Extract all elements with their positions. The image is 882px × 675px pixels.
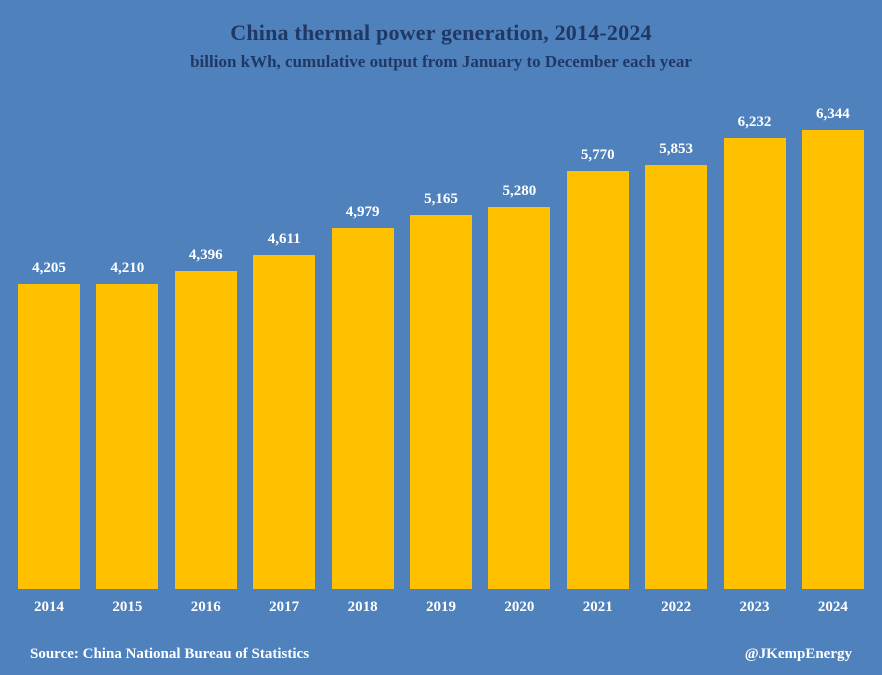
bar-column: 5,280 <box>480 183 558 589</box>
bar-value-label: 5,165 <box>424 191 458 207</box>
bar <box>645 165 708 589</box>
bar-value-label: 5,280 <box>502 183 537 199</box>
bar-value-label: 5,770 <box>580 147 615 163</box>
bar <box>723 138 786 589</box>
chart-title: China thermal power generation, 2014-202… <box>230 20 652 45</box>
bar-column: 4,396 <box>167 247 245 589</box>
bar-column: 5,165 <box>402 191 480 589</box>
chart-subtitle: billion kWh, cumulative output from Janu… <box>190 52 692 71</box>
author-handle: @JKempEnergy <box>744 646 852 662</box>
bar <box>566 171 629 589</box>
bar-column: 5,853 <box>637 141 715 589</box>
year-label: 2023 <box>739 599 770 615</box>
chart-header: China thermal power generation, 2014-202… <box>0 0 882 72</box>
year-label: 2017 <box>269 599 300 615</box>
bar-value-label: 4,611 <box>267 231 301 247</box>
bar-column: 5,770 <box>559 147 637 589</box>
x-axis-labels: 2014 2015 2016 2017 2018 2019 2020 2021 2022 2023… <box>10 599 872 623</box>
year-label: 2018 <box>347 599 378 615</box>
year-label: 2020 <box>504 599 535 615</box>
bar-value-label: 6,232 <box>737 114 772 130</box>
bar <box>488 207 551 589</box>
bar-value-label: 4,205 <box>32 260 66 276</box>
bar-chart: 4,205 4,210 4,396 4,611 4,979 5,165 5,280 5,770… <box>10 98 872 623</box>
bar <box>174 271 237 589</box>
bar <box>18 284 80 589</box>
bar-value-label: 6,344 <box>816 106 850 122</box>
year-label: 2014 <box>34 599 64 615</box>
bar <box>253 255 316 589</box>
chart-footer: Source: China National Bureau of Statist… <box>30 646 852 663</box>
bar-value-label: 4,396 <box>188 247 223 263</box>
bar <box>801 130 864 589</box>
bar-column: 6,344 <box>794 106 872 589</box>
bar-column: 4,205 <box>10 260 88 589</box>
bar-value-label: 4,210 <box>110 260 145 276</box>
year-label: 2015 <box>112 599 143 615</box>
source-attribution: Source: China National Bureau of Statist… <box>30 646 310 662</box>
bar <box>331 228 394 589</box>
bar-column: 4,210 <box>88 260 166 589</box>
year-label: 2024 <box>817 599 848 615</box>
year-label: 2019 <box>425 599 456 615</box>
bar-column: 6,232 <box>716 114 794 589</box>
bar <box>96 284 159 589</box>
year-label: 2021 <box>582 599 613 615</box>
bar-column: 4,979 <box>324 204 402 589</box>
bars-row: 4,205 4,210 4,396 4,611 4,979 5,165 5,280 5,770… <box>10 98 872 589</box>
bar <box>409 215 472 589</box>
year-label: 2016 <box>190 599 221 615</box>
year-label: 2022 <box>661 599 692 615</box>
bar-column: 4,611 <box>245 231 323 589</box>
bar-value-label: 4,979 <box>345 204 380 220</box>
bar-value-label: 5,853 <box>659 141 693 157</box>
